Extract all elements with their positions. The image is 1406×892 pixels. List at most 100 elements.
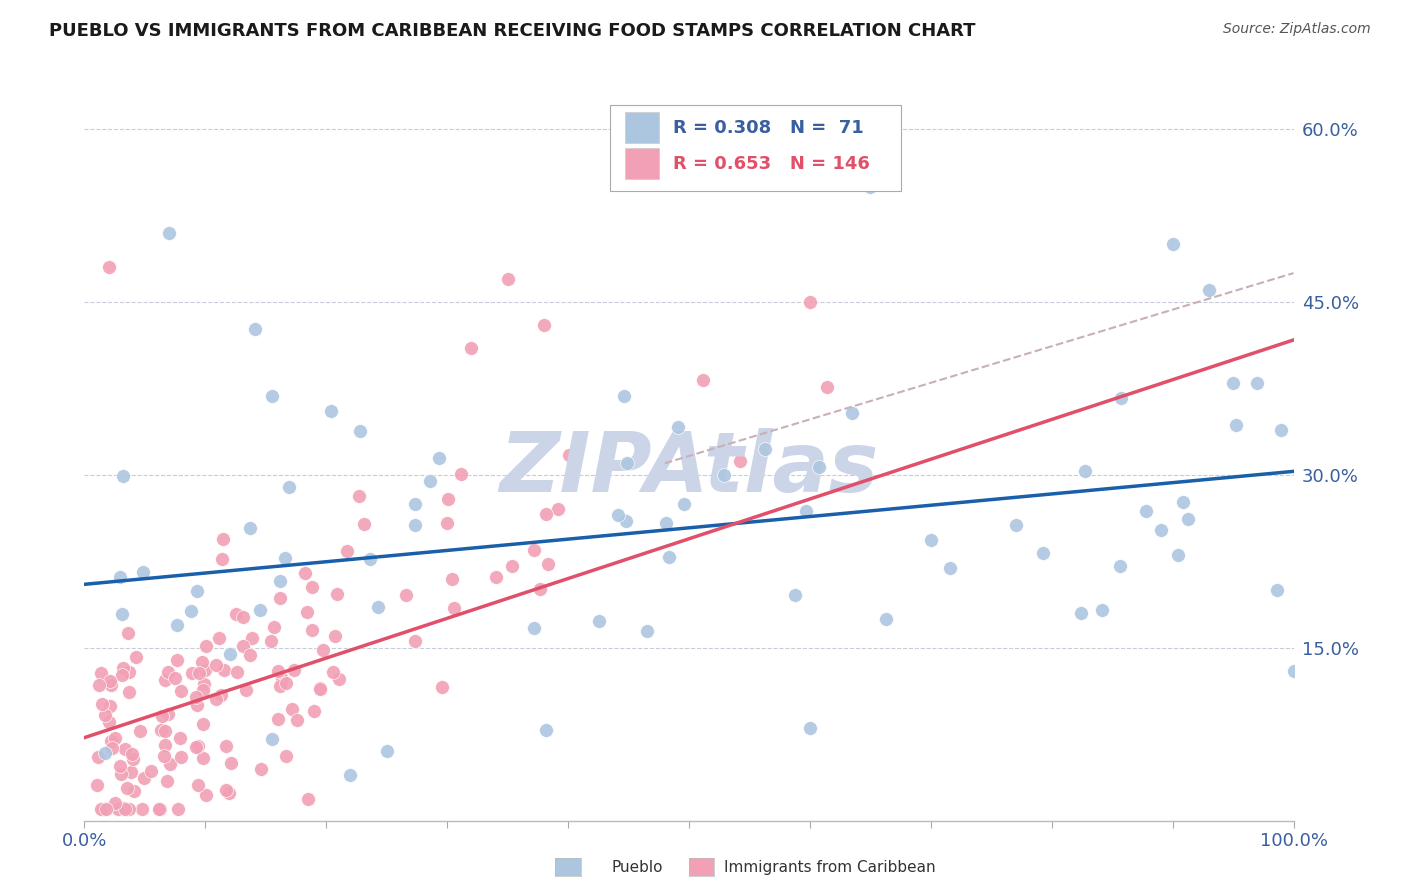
Point: [194, 663, 217, 677]
Point: [349, 424, 371, 438]
Point: [859, 179, 882, 194]
Point: [181, 666, 204, 681]
Point: [128, 724, 150, 739]
Point: [124, 650, 146, 665]
Point: [558, 448, 581, 462]
Point: [186, 698, 208, 712]
Point: [309, 681, 332, 695]
Point: [96, 802, 118, 816]
Point: [121, 752, 143, 766]
Point: [107, 802, 129, 816]
Point: [232, 639, 254, 653]
Point: [187, 665, 209, 680]
Point: [226, 665, 249, 679]
Point: [150, 723, 173, 737]
Point: [225, 607, 247, 621]
Point: [309, 682, 332, 697]
Point: [336, 544, 359, 558]
Point: [112, 468, 135, 483]
Point: [193, 717, 215, 731]
Point: [799, 294, 821, 309]
Point: [436, 516, 458, 530]
Point: [1109, 391, 1132, 405]
Point: [186, 583, 208, 598]
Point: [98, 699, 121, 714]
Point: [349, 489, 371, 503]
Point: [1225, 417, 1247, 432]
Point: [274, 551, 297, 566]
Point: [301, 580, 323, 594]
Point: [112, 801, 135, 815]
Point: [249, 603, 271, 617]
Point: [94, 747, 117, 761]
Point: [167, 802, 190, 816]
Point: [86, 779, 108, 793]
Point: [496, 272, 519, 286]
Text: R = 0.308   N =  71: R = 0.308 N = 71: [673, 119, 863, 136]
Text: Immigrants from Caribbean: Immigrants from Caribbean: [724, 860, 936, 874]
Point: [501, 559, 523, 574]
Point: [276, 676, 298, 690]
Point: [655, 516, 678, 531]
Point: [1005, 517, 1028, 532]
Point: [713, 467, 735, 482]
Point: [211, 552, 233, 566]
Point: [460, 341, 482, 355]
Point: [283, 663, 305, 677]
Text: R = 0.653   N = 146: R = 0.653 N = 146: [673, 154, 870, 172]
Point: [404, 518, 426, 533]
Point: [1161, 237, 1184, 252]
Point: [302, 704, 325, 718]
Point: [169, 683, 191, 698]
Point: [920, 533, 942, 547]
Point: [533, 318, 555, 332]
Point: [117, 626, 139, 640]
Point: [359, 552, 381, 566]
Point: [90, 665, 112, 680]
Point: [395, 588, 418, 602]
Point: [277, 480, 299, 494]
Point: [297, 792, 319, 806]
Point: [212, 663, 235, 677]
Point: [1177, 512, 1199, 526]
Point: [94, 708, 117, 723]
Point: [1267, 583, 1289, 598]
Point: [285, 713, 308, 727]
Point: [134, 771, 156, 785]
Point: [153, 723, 176, 738]
Point: [239, 648, 262, 662]
Point: [100, 678, 122, 692]
Point: [1167, 548, 1189, 562]
Point: [429, 451, 451, 466]
Point: [235, 682, 257, 697]
Point: [450, 467, 472, 482]
Point: [110, 766, 132, 780]
Point: [159, 756, 181, 771]
Point: [114, 742, 136, 756]
Point: [166, 618, 188, 632]
Point: [91, 802, 114, 816]
Point: [150, 708, 173, 723]
Point: [297, 605, 319, 619]
Point: [169, 731, 191, 746]
Point: [91, 697, 114, 711]
Point: [1198, 284, 1220, 298]
Point: [155, 738, 177, 752]
Point: [219, 647, 242, 661]
Point: [437, 491, 460, 506]
Point: [170, 749, 193, 764]
Point: [794, 504, 817, 518]
Point: [404, 633, 426, 648]
Point: [250, 762, 273, 776]
Point: [156, 773, 179, 788]
Point: [122, 784, 145, 798]
Point: [606, 508, 628, 523]
Point: [239, 520, 262, 534]
Point: [367, 600, 389, 615]
Point: [163, 671, 186, 685]
Point: [326, 587, 349, 601]
Point: [841, 406, 863, 420]
Point: [534, 723, 557, 737]
Point: [323, 629, 346, 643]
Point: [100, 741, 122, 756]
